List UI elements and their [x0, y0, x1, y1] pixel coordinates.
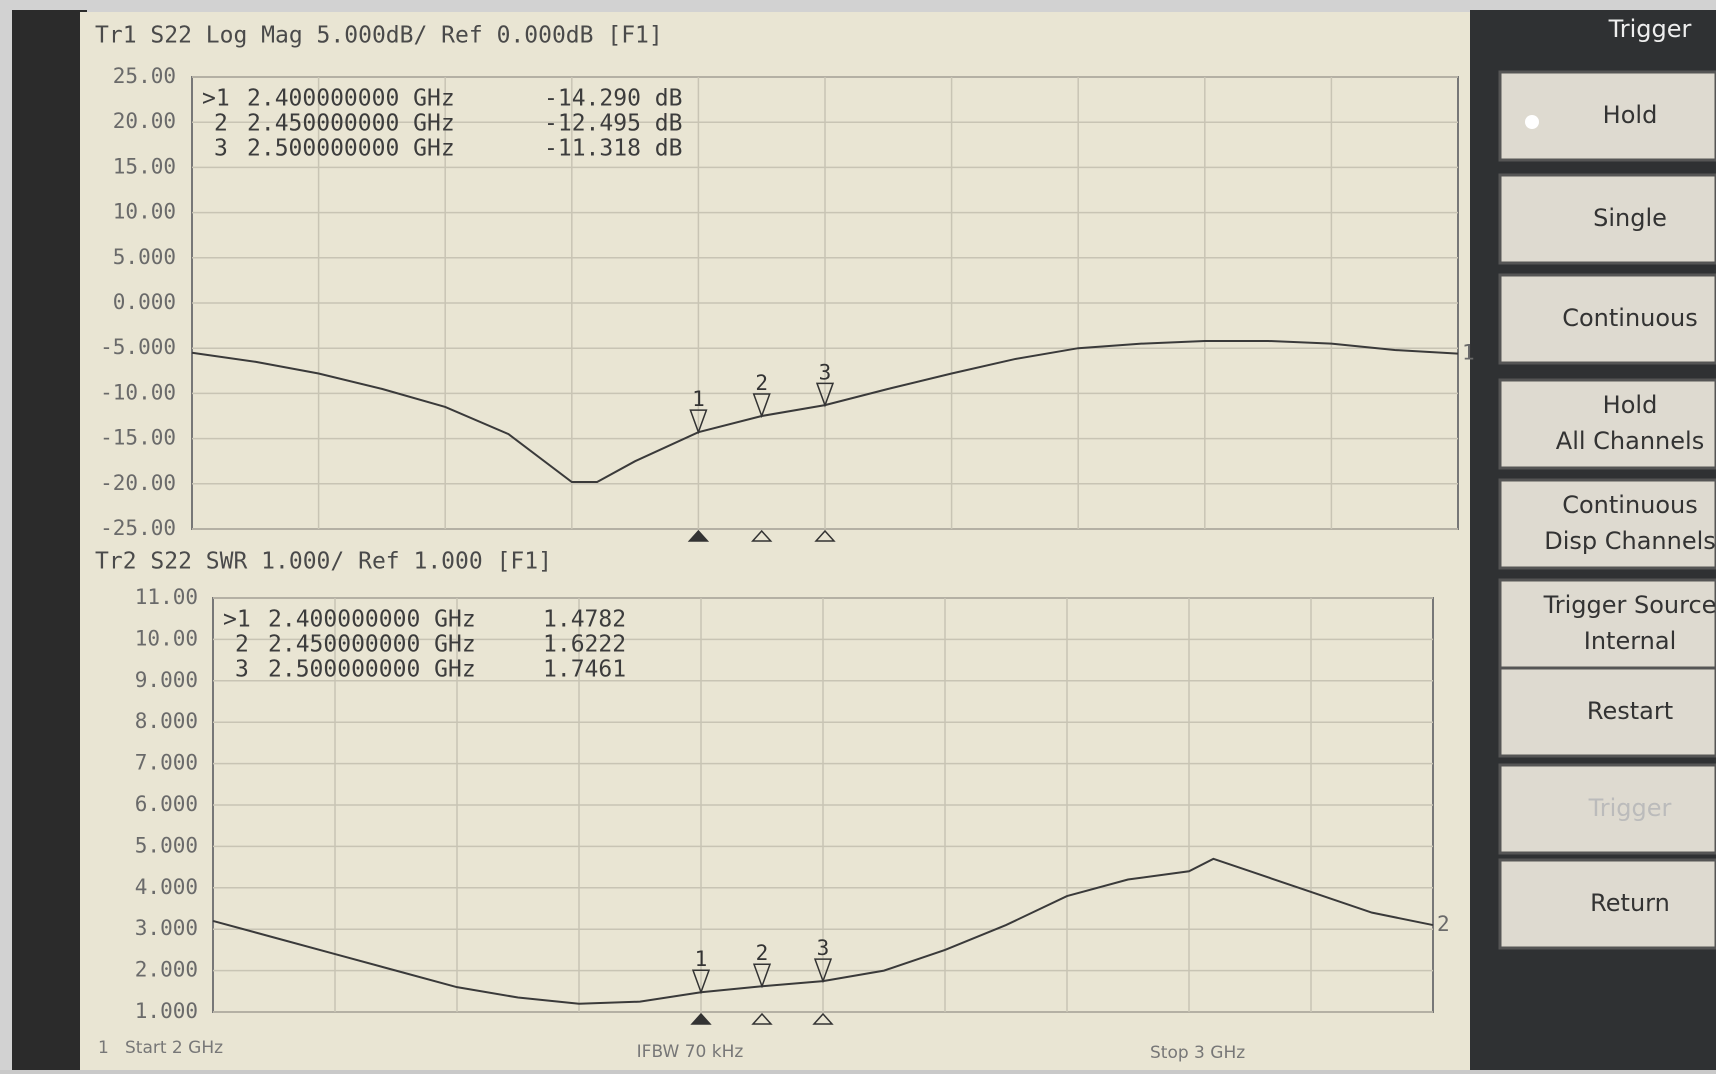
marker-readout: 3 — [235, 657, 249, 683]
y-tick-label: 10.00 — [135, 626, 198, 650]
y-tick-label: 0.000 — [113, 290, 176, 314]
softkey-label[interactable]: Continuous — [1562, 491, 1698, 519]
y-tick-label: 11.00 — [135, 585, 198, 609]
marker-label: 2 — [756, 941, 769, 965]
softkey-label[interactable]: Hold — [1603, 101, 1658, 129]
y-tick-label: 20.00 — [113, 109, 176, 133]
softkey-label[interactable]: All Channels — [1556, 427, 1704, 455]
y-tick-label: 1.000 — [135, 999, 198, 1023]
status-ifbw: IFBW 70 kHz — [637, 1042, 744, 1062]
y-tick-label: 9.000 — [135, 668, 198, 692]
softkey-indicator — [1525, 115, 1539, 129]
left-strip — [12, 10, 87, 1070]
marker-readout: 2 — [214, 111, 228, 137]
y-tick-label: 10.00 — [113, 200, 176, 224]
y-tick-label: 4.000 — [135, 875, 198, 899]
softkey-label[interactable]: Disp Channels — [1544, 527, 1716, 555]
trace-title: Tr1 S22 Log Mag 5.000dB/ Ref 0.000dB [F1… — [95, 23, 663, 49]
y-tick-label: 15.00 — [113, 154, 176, 178]
softkey-label[interactable]: Single — [1593, 204, 1667, 232]
marker-readout: -12.495 dB — [544, 111, 682, 137]
trace-label: 1 — [1462, 341, 1475, 365]
y-tick-label: 8.000 — [135, 709, 198, 733]
marker-readout: -14.290 dB — [544, 86, 682, 112]
y-tick-label: -10.00 — [100, 380, 176, 404]
softkey-label[interactable]: Restart — [1587, 697, 1673, 725]
marker-readout: 2.450000000 GHz — [268, 632, 476, 658]
marker-readout: 3 — [214, 136, 228, 162]
trace-label: 2 — [1437, 912, 1450, 936]
softkey-label[interactable]: Internal — [1584, 627, 1677, 655]
y-tick-label: 2.000 — [135, 958, 198, 982]
softkey-header: Trigger — [1608, 15, 1692, 43]
y-tick-label: 25.00 — [113, 64, 176, 88]
y-tick-label: -15.00 — [100, 426, 176, 450]
marker-readout: 2.500000000 GHz — [268, 657, 476, 683]
marker-readout: 1.6222 — [543, 632, 626, 658]
vna-screen: Trigger 1 Start 2 GHz IFBW 70 kHz Stop 3… — [0, 0, 1716, 1070]
marker-readout: -11.318 dB — [544, 136, 682, 162]
marker-readout: >1 — [223, 607, 251, 633]
y-tick-label: 7.000 — [135, 751, 198, 775]
y-tick-label: -25.00 — [100, 516, 176, 540]
y-tick-label: 6.000 — [135, 792, 198, 816]
marker-label: 1 — [695, 947, 708, 971]
status-start: Start 2 GHz — [125, 1038, 223, 1058]
status-channel: 1 — [98, 1038, 109, 1058]
marker-readout: 2.500000000 GHz — [247, 136, 455, 162]
marker-readout: 1.4782 — [543, 607, 626, 633]
y-tick-label: -20.00 — [100, 471, 176, 495]
marker-readout: >1 — [202, 86, 230, 112]
softkey-label[interactable]: Trigger Source — [1543, 591, 1716, 619]
softkey-label[interactable]: Return — [1590, 889, 1670, 917]
marker-readout: 2.400000000 GHz — [268, 607, 476, 633]
marker-label: 1 — [692, 387, 705, 411]
softkey-label[interactable]: Trigger — [1588, 794, 1672, 822]
y-tick-label: 3.000 — [135, 916, 198, 940]
marker-readout: 2 — [235, 632, 249, 658]
softkey-label[interactable]: Continuous — [1562, 304, 1698, 332]
marker-readout: 1.7461 — [543, 657, 626, 683]
display — [80, 12, 1500, 1070]
softkey-label[interactable]: Hold — [1603, 391, 1658, 419]
trace-title: Tr2 S22 SWR 1.000/ Ref 1.000 [F1] — [95, 549, 552, 575]
marker-label: 2 — [755, 371, 768, 395]
marker-readout: 2.400000000 GHz — [247, 86, 455, 112]
y-tick-label: 5.000 — [135, 833, 198, 857]
marker-readout: 2.450000000 GHz — [247, 111, 455, 137]
y-tick-label: -5.000 — [100, 335, 176, 359]
y-tick-label: 5.000 — [113, 245, 176, 269]
marker-label: 3 — [817, 936, 830, 960]
marker-label: 3 — [819, 360, 832, 384]
status-stop: Stop 3 GHz — [1150, 1043, 1245, 1063]
